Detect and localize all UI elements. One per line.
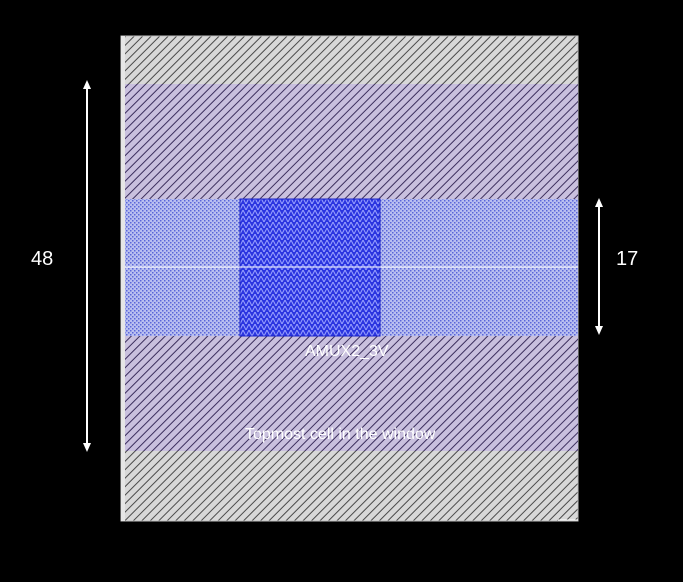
lower-well-band [125, 336, 578, 451]
cell-caption-label: Topmost cell in the window [245, 426, 436, 443]
left-edge-strip [121, 36, 125, 521]
height-48-label: 48 [31, 248, 54, 270]
cell-name-label: AMUX2_3V [305, 343, 389, 360]
upper-well-band [125, 84, 578, 199]
height-48-arrow [83, 80, 91, 452]
height-17-label: 17 [616, 248, 639, 270]
height-17-arrow [595, 198, 603, 335]
